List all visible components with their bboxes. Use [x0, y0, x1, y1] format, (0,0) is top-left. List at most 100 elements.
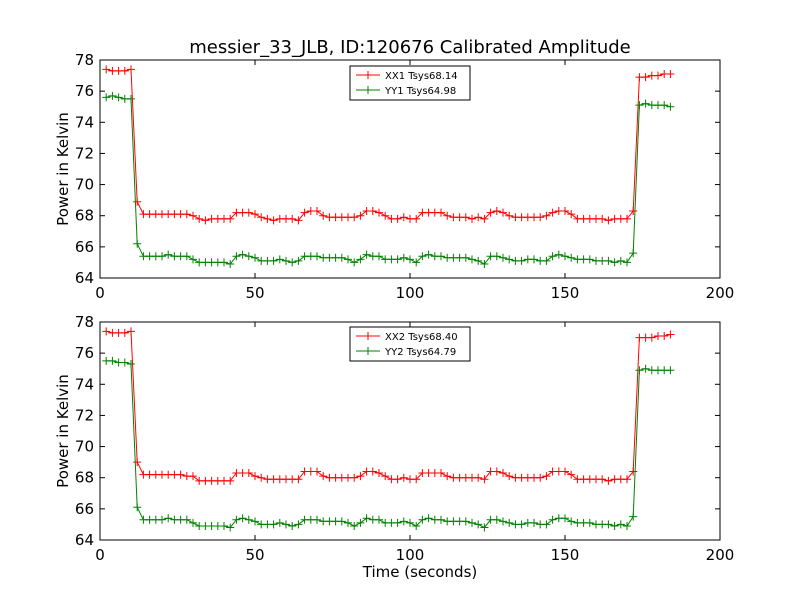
data-point [437, 469, 445, 478]
y-tick-label: 66 [75, 238, 94, 256]
x-axis-label: Time (seconds) [362, 563, 478, 581]
data-point [468, 518, 476, 527]
data-point [220, 521, 228, 530]
data-point [604, 256, 613, 265]
data-point [269, 216, 278, 225]
y-tick-label: 76 [75, 344, 94, 362]
data-point [362, 250, 371, 259]
data-point [654, 71, 662, 80]
data-point [158, 515, 166, 524]
data-point [412, 521, 421, 530]
data-point [337, 517, 346, 526]
data-point [350, 473, 359, 482]
data-point [561, 467, 569, 476]
data-point [158, 252, 166, 261]
data-point [257, 213, 266, 222]
data-point [189, 518, 197, 527]
data-point [393, 214, 402, 223]
y-tick-label: 70 [75, 438, 94, 456]
data-point [623, 475, 631, 484]
data-point [375, 252, 383, 261]
data-point [629, 207, 638, 216]
data-point [666, 330, 675, 339]
data-point [437, 208, 445, 217]
data-point [399, 253, 408, 262]
data-point [244, 515, 253, 524]
data-point [294, 475, 303, 484]
data-point [641, 73, 650, 82]
y-axis-label: Power in Kelvin [54, 112, 72, 226]
legend-box [349, 65, 471, 101]
data-point [548, 252, 557, 261]
data-point [226, 259, 235, 268]
data-point [660, 101, 669, 110]
x-tick-label: 50 [245, 546, 264, 564]
data-point [660, 332, 669, 341]
y-tick-label: 68 [75, 469, 94, 487]
data-point [356, 472, 365, 481]
legend-marker-2 [364, 347, 372, 355]
x-tick-label: 100 [396, 284, 425, 302]
y-tick-label: 78 [75, 313, 94, 331]
data-point [585, 255, 594, 264]
data-point [375, 469, 383, 478]
data-point [251, 210, 259, 219]
data-point [220, 258, 228, 267]
y-tick-label: 76 [75, 82, 94, 100]
data-point [238, 250, 247, 259]
data-point [474, 520, 483, 529]
data-point [195, 214, 204, 223]
x-tick-label: 0 [95, 546, 105, 564]
data-point [604, 476, 613, 485]
data-point [542, 472, 551, 481]
data-point [356, 518, 365, 527]
data-point [282, 256, 290, 265]
data-point [226, 214, 235, 223]
data-point [536, 213, 545, 222]
data-point [647, 333, 656, 342]
y-axis-label: Power in Kelvin [54, 374, 72, 488]
data-point [542, 256, 551, 265]
data-point [424, 250, 433, 259]
data-point [282, 520, 290, 529]
data-point [616, 520, 625, 529]
y-tick-label: 68 [75, 207, 94, 225]
data-point [114, 93, 123, 102]
y-tick-label: 70 [75, 176, 94, 194]
data-point [406, 255, 414, 264]
data-point [294, 216, 303, 225]
data-point [666, 366, 675, 375]
data-point [300, 208, 309, 217]
data-point [127, 360, 135, 369]
data-point [102, 65, 111, 74]
data-point [313, 515, 321, 524]
data-point [313, 252, 321, 261]
data-point [499, 469, 507, 478]
data-point [189, 255, 197, 264]
data-point [108, 356, 117, 365]
data-point [641, 364, 650, 373]
data-point [418, 252, 427, 261]
data-point [344, 255, 352, 264]
data-point [319, 211, 328, 220]
data-point [629, 249, 638, 258]
data-point [232, 515, 241, 524]
data-point [480, 523, 489, 532]
data-point [623, 521, 631, 530]
data-point [399, 213, 408, 222]
data-point [629, 512, 638, 521]
data-point [598, 214, 607, 223]
data-point [468, 214, 476, 223]
data-point [263, 214, 272, 223]
data-point [548, 515, 557, 524]
data-point [474, 213, 483, 222]
data-point [406, 518, 414, 527]
data-point [288, 214, 297, 223]
data-point [492, 252, 501, 261]
data-point [381, 211, 390, 220]
data-point [561, 207, 569, 216]
data-point [399, 473, 408, 482]
data-point [350, 213, 359, 222]
data-point [393, 255, 402, 264]
data-point [133, 239, 142, 248]
